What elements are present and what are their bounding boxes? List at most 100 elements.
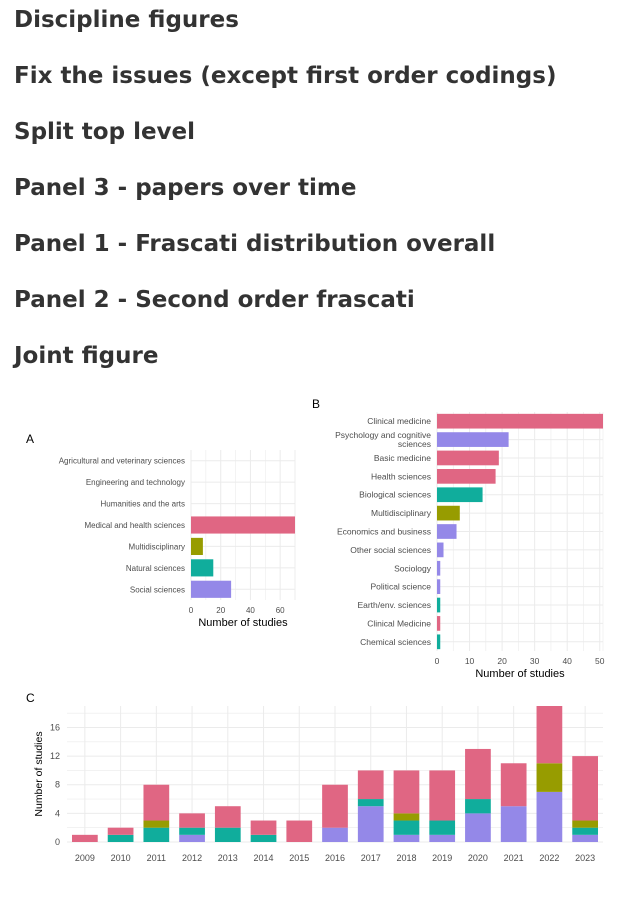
bar-segment — [179, 827, 205, 835]
tick-label: 20 — [497, 656, 507, 666]
bar — [437, 450, 499, 466]
heading-joint-figure: Joint figure — [14, 343, 159, 369]
tick-label: 0 — [435, 656, 440, 666]
bar-segment — [393, 834, 420, 842]
bar-segment — [322, 827, 348, 842]
bar-segment — [107, 827, 134, 835]
bar-segment — [465, 813, 491, 842]
bar-segment — [179, 834, 205, 842]
panel-b: Clinical medicine Psychology and cognitiv… — [312, 397, 605, 680]
bar — [437, 432, 509, 447]
bar — [437, 634, 441, 650]
category-label: sciences — [398, 439, 431, 449]
bar-segment — [572, 834, 598, 842]
tick-label: 2016 — [325, 853, 345, 863]
tick-label: 60 — [276, 606, 285, 615]
tick-label: 2013 — [218, 853, 238, 863]
tick-label: 2023 — [575, 853, 595, 863]
category-label: Basic medicine — [374, 453, 431, 463]
category-label: Psychology and cognitive — [335, 430, 431, 440]
bar-segment — [536, 791, 563, 842]
bar-segment — [429, 820, 456, 835]
category-label: Medical and health sciences — [84, 521, 185, 530]
bar — [437, 579, 441, 595]
bar-segment — [179, 813, 205, 828]
tick-label: 2022 — [539, 853, 559, 863]
bar-segment — [429, 834, 456, 842]
tick-label: 2021 — [504, 853, 524, 863]
bar — [191, 559, 214, 577]
bar-segment — [357, 799, 384, 807]
tick-label: 12 — [50, 751, 60, 761]
bar-segment — [465, 799, 491, 814]
bar-segment — [143, 820, 170, 828]
tick-label: 2011 — [147, 853, 166, 863]
axis-title: Number of studies — [33, 731, 45, 816]
category-label: Economics and business — [337, 527, 431, 537]
tick-label: 2020 — [468, 853, 488, 863]
category-label: Agricultural and veterinary sciences — [59, 457, 185, 466]
category-label: Multidisciplinary — [129, 542, 185, 551]
bar-segment — [393, 770, 420, 814]
category-label: Social sciences — [130, 585, 185, 594]
joint-figure: Agricultural and veterinary sciences Engi… — [26, 397, 605, 863]
bar-segment — [143, 784, 170, 821]
tick-label: 2012 — [182, 853, 202, 863]
bar-segment — [536, 763, 563, 792]
bar-segment — [393, 820, 420, 835]
bar-segment — [393, 813, 420, 821]
bar-segment — [465, 748, 491, 800]
bar-segment — [572, 756, 598, 821]
tick-label: 2018 — [396, 853, 416, 863]
tick-label: 2010 — [111, 853, 131, 863]
bar-segment — [72, 834, 98, 842]
tick-label: 40 — [562, 656, 572, 666]
category-label: Engineering and technology — [86, 478, 185, 487]
tick-label: 0 — [55, 837, 60, 847]
bar — [437, 560, 441, 576]
panel-tag: A — [26, 432, 34, 446]
tick-label: 16 — [50, 722, 60, 732]
category-label: Natural sciences — [126, 564, 185, 573]
category-label: Clinical Medicine — [367, 618, 431, 628]
heading-discipline-figures: Discipline figures — [14, 7, 239, 33]
bar — [437, 597, 441, 613]
tick-label: 2019 — [432, 853, 452, 863]
category-label: Other social sciences — [350, 545, 431, 555]
bar — [437, 616, 441, 631]
tick-label: 2015 — [289, 853, 309, 863]
category-label: Health sciences — [371, 471, 431, 481]
bar — [191, 537, 203, 555]
category-label: Political science — [371, 582, 432, 592]
bar-segment — [143, 827, 170, 842]
tick-label: 30 — [530, 656, 540, 666]
bar — [191, 516, 295, 534]
tick-label: 2009 — [75, 853, 95, 863]
heading-panel-2: Panel 2 - Second order frascati — [14, 287, 415, 313]
heading-panel-1: Panel 1 - Frascati distribution overall — [14, 231, 496, 257]
axis-title: Number of studies — [198, 617, 288, 629]
axis-title: Number of studies — [475, 668, 565, 680]
bar-segment — [250, 820, 277, 835]
panel-a: Agricultural and veterinary sciences Engi… — [26, 432, 296, 629]
bar-segment — [214, 806, 241, 828]
tick-label: 2017 — [361, 853, 381, 863]
bar-segment — [107, 834, 134, 842]
bar — [191, 580, 232, 598]
category-label: Clinical medicine — [367, 416, 431, 426]
panel-tag: B — [312, 397, 320, 411]
bar-segment — [572, 820, 598, 828]
bar-segment — [322, 784, 348, 828]
bar-segment — [214, 827, 241, 842]
panel-c: 2009 2010 2011 2012 2013 2014 2015 2016 2017 2018… — [26, 691, 603, 863]
bar-segment — [357, 770, 384, 800]
category-label: Earth/env. sciences — [357, 600, 431, 610]
bar-segment — [250, 834, 277, 842]
bar — [437, 505, 460, 521]
heading-split-top-level: Split top level — [14, 119, 196, 145]
bar-segment — [429, 770, 456, 821]
bar-segment — [536, 706, 563, 764]
bar-segment — [500, 763, 527, 807]
bar-segment — [500, 806, 527, 842]
tick-label: 10 — [465, 656, 475, 666]
